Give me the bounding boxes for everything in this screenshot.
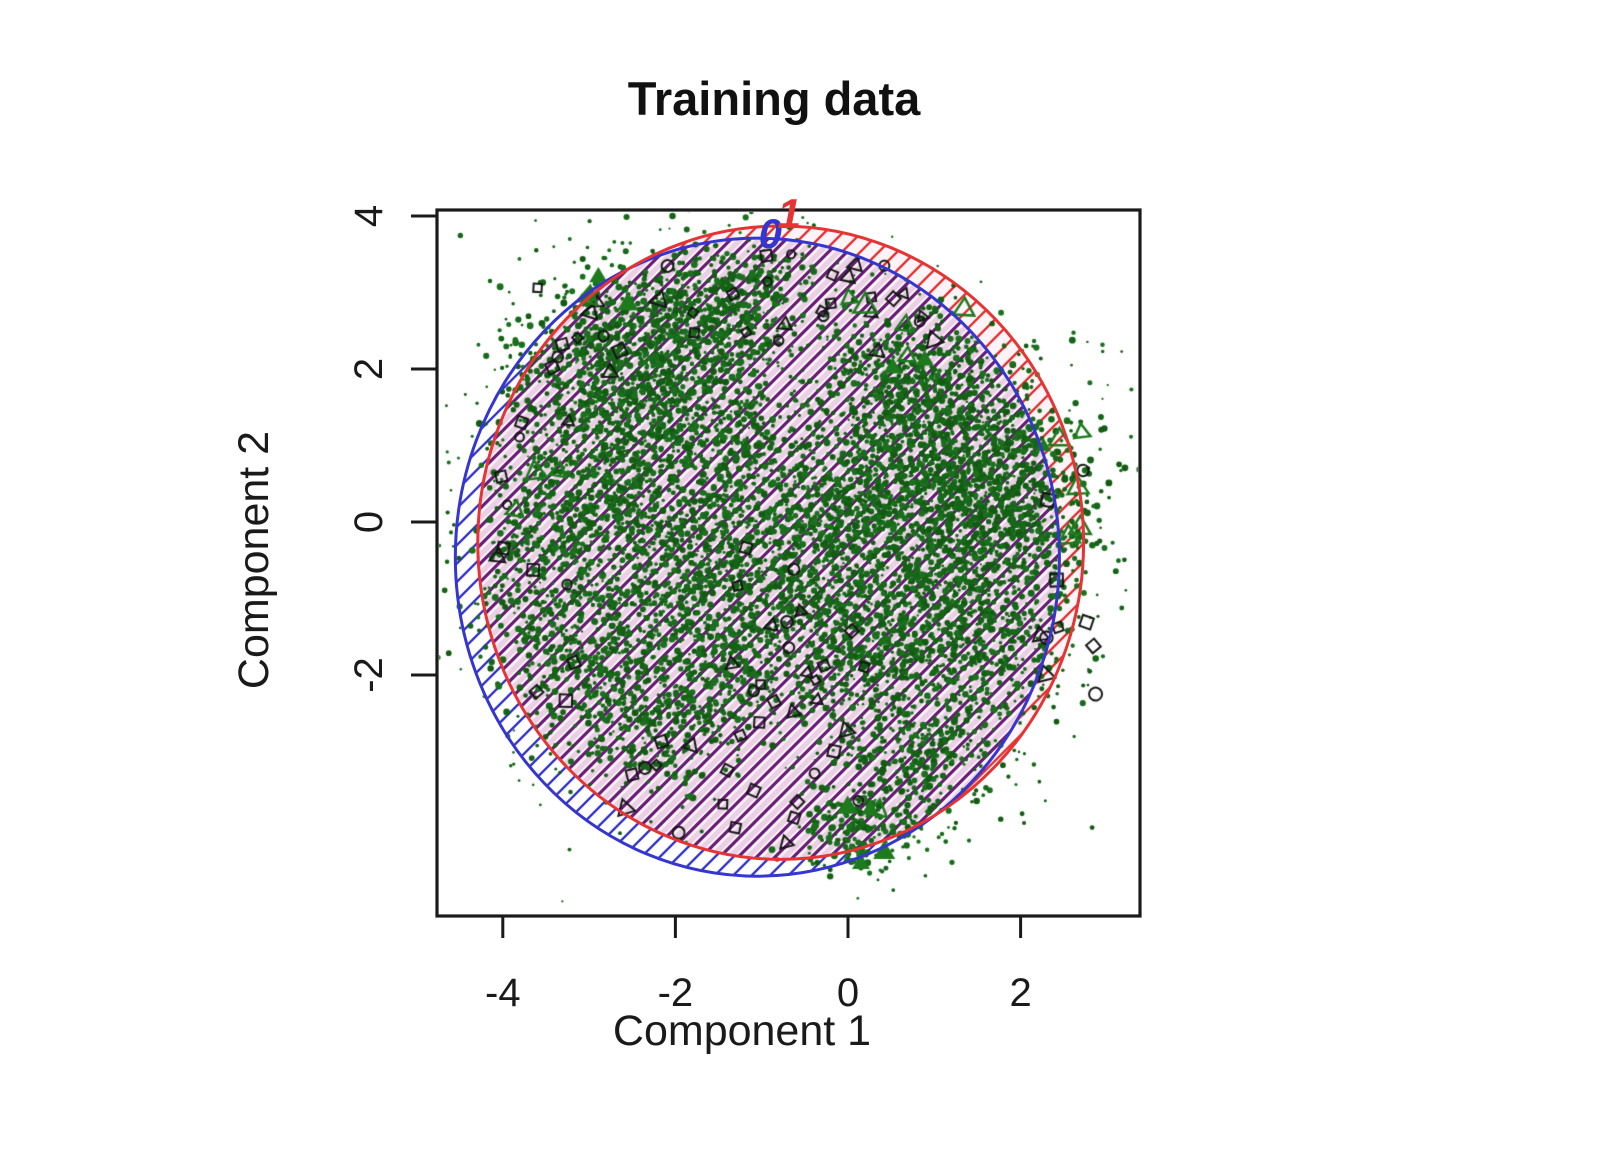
class1-label: 1 — [778, 190, 801, 237]
class0-boundary — [453, 236, 1061, 878]
class0-label: 0 — [759, 210, 782, 257]
class1-boundary — [476, 224, 1086, 861]
